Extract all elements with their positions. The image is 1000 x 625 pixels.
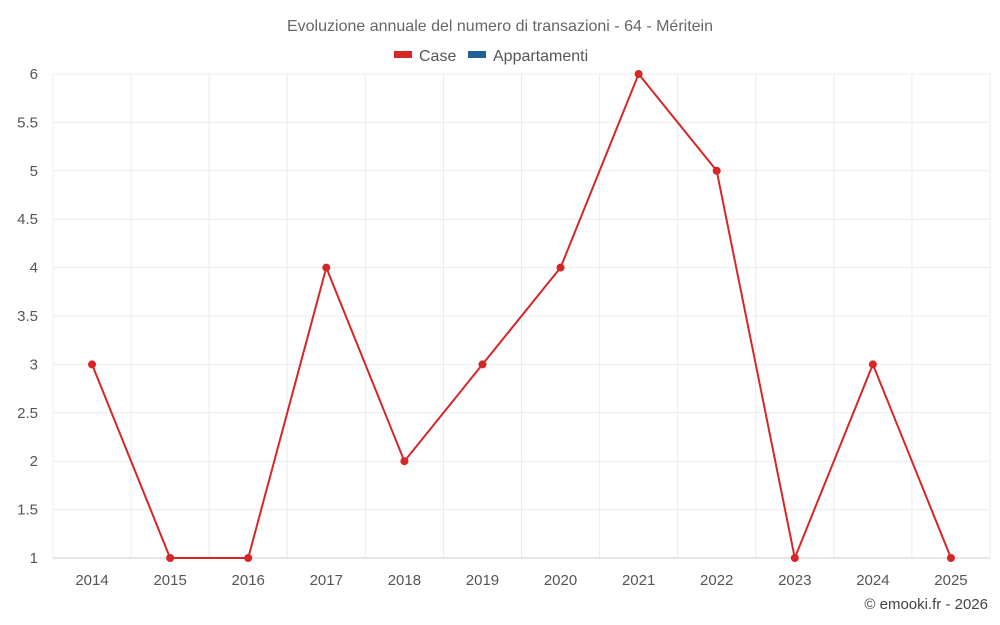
x-tick-label: 2021: [622, 572, 655, 589]
y-tick-label: 4.5: [17, 211, 38, 228]
data-point[interactable]: [868, 360, 877, 369]
x-tick-label: 2020: [544, 572, 577, 589]
data-point[interactable]: [400, 457, 409, 466]
data-point[interactable]: [712, 166, 721, 175]
x-tick-label: 2024: [856, 572, 889, 589]
credit-text: © emooki.fr - 2026: [864, 596, 988, 613]
legend-swatch-case: [394, 51, 412, 58]
legend-label-appartamenti[interactable]: Appartamenti: [493, 48, 588, 65]
x-tick-label: 2017: [310, 572, 343, 589]
x-tick-label: 2014: [75, 572, 108, 589]
y-tick-label: 2: [30, 453, 38, 470]
x-tick-label: 2022: [700, 572, 733, 589]
y-tick-label: 3.5: [17, 308, 38, 325]
x-tick-label: 2018: [388, 572, 421, 589]
x-tick-label: 2019: [466, 572, 499, 589]
y-tick-label: 1.5: [17, 502, 38, 519]
y-tick-label: 5.5: [17, 114, 38, 131]
data-point[interactable]: [790, 554, 799, 562]
data-point[interactable]: [946, 554, 955, 562]
x-tick-label: 2015: [153, 572, 186, 589]
legend: Case Appartamenti: [394, 48, 588, 65]
x-tick-label: 2023: [778, 572, 811, 589]
data-point[interactable]: [244, 554, 253, 562]
data-point[interactable]: [478, 360, 487, 369]
y-tick-label: 5: [30, 163, 38, 180]
data-point[interactable]: [322, 263, 331, 272]
chart-title: Evoluzione annuale del numero di transaz…: [287, 18, 713, 35]
data-point[interactable]: [556, 263, 565, 272]
data-point[interactable]: [166, 554, 175, 562]
y-axis: 1 1.5 2 2.5 3 3.5 4 4.5 5 5.5 6: [17, 66, 38, 567]
y-tick-label: 3: [30, 356, 38, 373]
x-tick-label: 2016: [232, 572, 265, 589]
series-line-case: [91, 73, 952, 559]
data-point[interactable]: [88, 360, 97, 369]
y-tick-label: 1: [30, 550, 38, 567]
y-tick-label: 2.5: [17, 405, 38, 422]
data-point[interactable]: [634, 70, 643, 78]
x-axis: 2014 2015 2016 2017 2018 2019 2020 2021 2022 2023…: [53, 557, 990, 589]
x-tick-label: 2025: [934, 572, 967, 589]
series-case: [88, 70, 955, 562]
legend-swatch-appartamenti: [468, 51, 486, 58]
y-tick-label: 4: [30, 260, 38, 277]
legend-label-case[interactable]: Case: [419, 48, 456, 65]
y-tick-label: 6: [30, 66, 38, 83]
